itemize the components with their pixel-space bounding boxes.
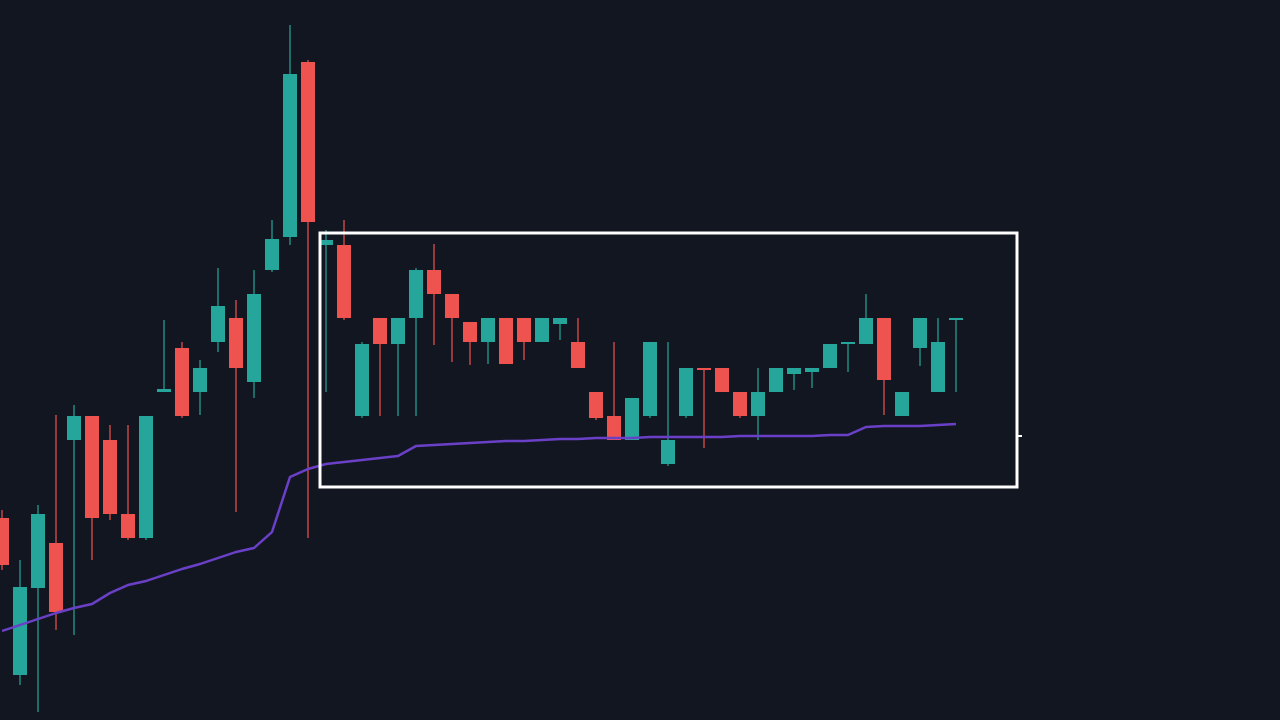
candle-body xyxy=(931,342,945,392)
candle-body xyxy=(481,318,495,342)
candle-body xyxy=(67,416,81,440)
candle-body xyxy=(283,74,297,237)
candle-body xyxy=(697,368,711,370)
candle-body xyxy=(805,368,819,372)
candle-body xyxy=(769,368,783,392)
plot-area xyxy=(0,25,963,712)
candle-body xyxy=(499,318,513,364)
candle-body xyxy=(553,318,567,324)
candle-body xyxy=(733,392,747,416)
candle-body xyxy=(787,368,801,374)
candle-body xyxy=(949,318,963,320)
candle-body xyxy=(877,318,891,380)
candle-body xyxy=(463,322,477,342)
candle-body xyxy=(103,440,117,514)
highlight-box xyxy=(318,231,1019,489)
candle-body xyxy=(211,306,225,342)
candle-body xyxy=(841,342,855,344)
candle-body xyxy=(355,344,369,416)
candle-body xyxy=(193,368,207,392)
candle-body xyxy=(517,318,531,342)
candle-body xyxy=(859,318,873,344)
candle-body xyxy=(895,392,909,416)
candle-body xyxy=(751,392,765,416)
candle-body xyxy=(49,543,63,612)
candle-body xyxy=(337,245,351,318)
candle-body xyxy=(643,342,657,416)
candle-body xyxy=(13,587,27,675)
candle-body xyxy=(625,398,639,440)
candle-body xyxy=(589,392,603,418)
candle-body xyxy=(373,318,387,344)
candle-body xyxy=(139,416,153,538)
candle-body xyxy=(319,240,333,245)
candle-body xyxy=(229,318,243,368)
candle-body xyxy=(409,270,423,318)
candle-body xyxy=(427,270,441,294)
candle-body xyxy=(247,294,261,382)
candle-body xyxy=(535,318,549,342)
candle-body xyxy=(85,416,99,518)
candle-body xyxy=(661,440,675,464)
candle-body xyxy=(571,342,585,368)
candle-body xyxy=(445,294,459,318)
candle-body xyxy=(607,416,621,440)
candle-body xyxy=(265,239,279,270)
candle-body xyxy=(175,348,189,416)
candle-body xyxy=(715,368,729,392)
candle-body xyxy=(31,514,45,588)
candle-body xyxy=(121,514,135,538)
candle-body xyxy=(0,518,9,565)
candle-body xyxy=(301,62,315,222)
candle-body xyxy=(913,318,927,348)
moving-average-line xyxy=(1,422,957,633)
candle-body xyxy=(823,344,837,368)
candle-body xyxy=(391,318,405,344)
candle-body xyxy=(679,368,693,416)
candle-body xyxy=(157,389,171,392)
